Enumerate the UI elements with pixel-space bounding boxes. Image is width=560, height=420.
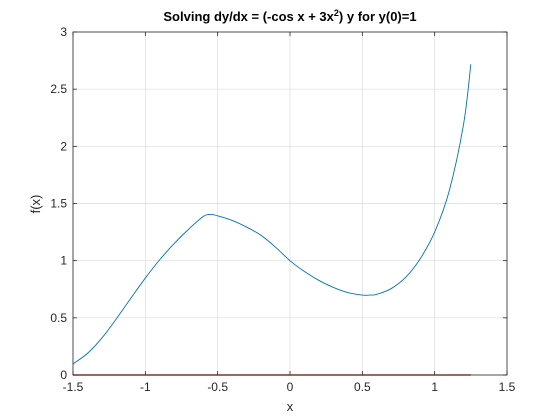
x-tick-label: -1 — [140, 380, 151, 394]
ticks: -1.5 -1 -0.5 0 0.5 1 1.5 0 0.5 1 1.5 2 2.5 3 — [50, 25, 515, 394]
chart-title: Solving dy/dx = (-cos x + 3x2) y for y(0… — [163, 8, 416, 24]
y-tick-label: 0 — [60, 368, 67, 382]
y-tick-label: 1 — [60, 254, 67, 268]
x-tick-label: 1 — [431, 380, 438, 394]
y-axis-label: f(x) — [28, 195, 43, 214]
y-tick-label: 0.5 — [50, 311, 67, 325]
x-tick-label: -1.5 — [63, 380, 84, 394]
y-tick-label: 2 — [60, 139, 67, 153]
series-1-line — [72, 64, 472, 365]
x-tick-label: -0.5 — [207, 380, 228, 394]
chart-title-suffix: ) y for y(0)=1 — [339, 9, 417, 24]
y-tick-label: 1.5 — [50, 197, 67, 211]
chart-title-prefix: Solving dy/dx = (-cos x + 3x — [163, 9, 334, 24]
y-tick-label: 2.5 — [50, 82, 67, 96]
x-tick-label: 1.5 — [499, 380, 516, 394]
x-tick-label: 0 — [287, 380, 294, 394]
chart-title-superscript: 2 — [334, 8, 339, 18]
y-tick-label: 3 — [60, 25, 67, 39]
x-axis-label: x — [287, 399, 294, 414]
x-tick-label: 0.5 — [354, 380, 371, 394]
